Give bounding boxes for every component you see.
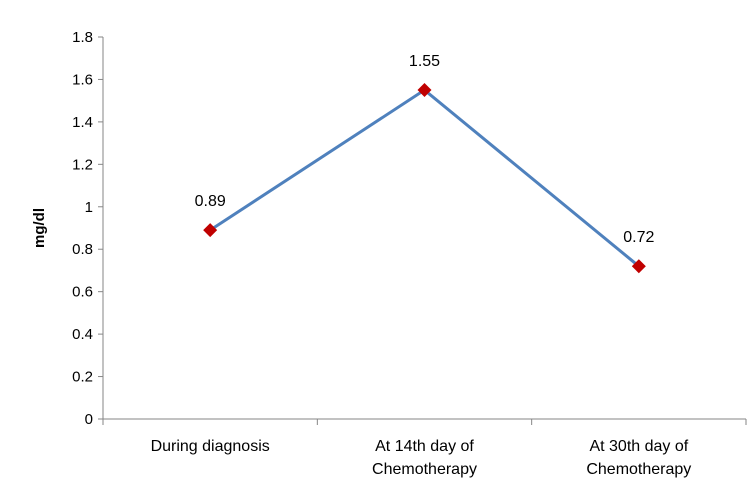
data-point-marker — [203, 223, 218, 238]
y-tick-label: 0.6 — [72, 284, 93, 301]
y-axis-title: mg/dl — [31, 208, 48, 248]
data-point-marker — [417, 83, 432, 98]
y-tick-label: 1.4 — [72, 114, 93, 131]
axes — [102, 37, 747, 425]
y-tick-label: 1.6 — [72, 71, 93, 88]
y-tick-label: 0 — [85, 411, 93, 428]
y-tick-label: 1 — [85, 199, 93, 216]
series — [203, 83, 646, 274]
y-tick-label: 1.8 — [72, 29, 93, 46]
x-category-label: At 14th day of Chemotherapy — [372, 438, 477, 478]
data-label: 0.72 — [623, 229, 654, 246]
data-labels: 0.89 1.55 0.72 — [195, 53, 655, 246]
y-tick-label: 0.4 — [72, 326, 93, 343]
y-ticks: 0 0.2 0.4 0.6 0.8 1 1.2 1.4 1.6 1.8 — [72, 29, 103, 428]
x-labels: During diagnosis At 14th day of Chemothera… — [151, 438, 692, 478]
y-tick-label: 1.2 — [72, 156, 93, 173]
series-line — [209, 88, 640, 268]
y-tick-label: 0.2 — [72, 369, 93, 386]
y-tick-label: 0.8 — [72, 241, 93, 258]
data-label: 0.89 — [195, 193, 226, 210]
data-point-marker — [631, 259, 646, 274]
x-category-label: During diagnosis — [151, 438, 270, 455]
data-label: 1.55 — [409, 53, 440, 70]
x-category-label: At 30th day of Chemotherapy — [586, 438, 691, 478]
